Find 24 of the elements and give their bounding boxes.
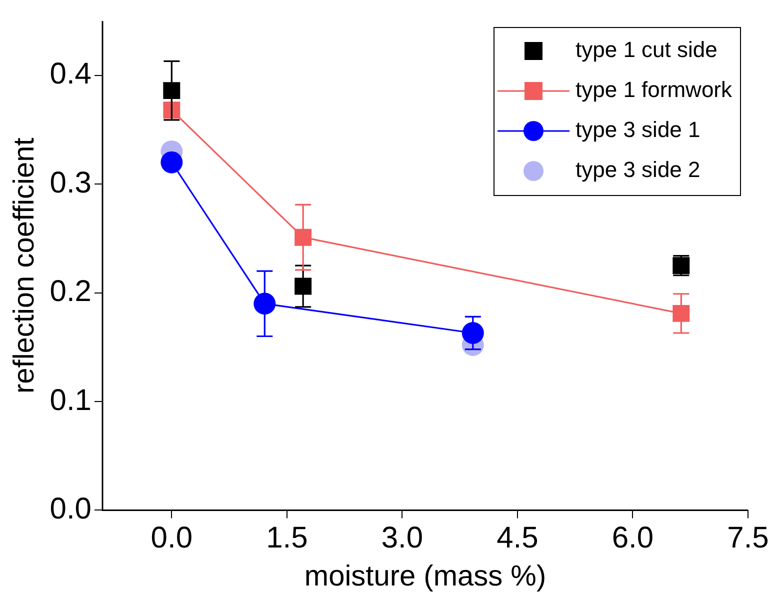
y-tick-label: 0.2	[50, 275, 92, 308]
point	[163, 82, 180, 100]
y-tick-label: 0.0	[50, 492, 92, 526]
x-tick-label: 6.0	[612, 521, 654, 554]
y-tick-label: 0.1	[50, 384, 92, 417]
y-axis-title: reflection coefficient	[8, 138, 40, 394]
legend-label: type 1 formwork	[576, 77, 733, 102]
x-tick-label: 3.0	[381, 521, 424, 554]
x-tick-label: 1.5	[266, 521, 308, 554]
legend-label: type 3 side 1	[576, 117, 700, 142]
point	[672, 304, 690, 322]
point	[294, 228, 312, 246]
legend-label: type 3 side 2	[576, 157, 700, 182]
point	[254, 292, 276, 315]
point	[160, 151, 183, 174]
x-tick-label: 7.5	[727, 521, 769, 554]
y-tick-label: 0.3	[50, 166, 92, 200]
x-tick-label: 4.5	[496, 521, 538, 554]
legend-label: type 1 cut side	[576, 37, 718, 62]
point	[163, 102, 180, 119]
point	[462, 322, 484, 344]
x-axis-title: moisture (mass %)	[304, 560, 546, 593]
x-tick-label: 0.0	[150, 521, 193, 554]
y-tick-label: 0.4	[50, 58, 92, 91]
